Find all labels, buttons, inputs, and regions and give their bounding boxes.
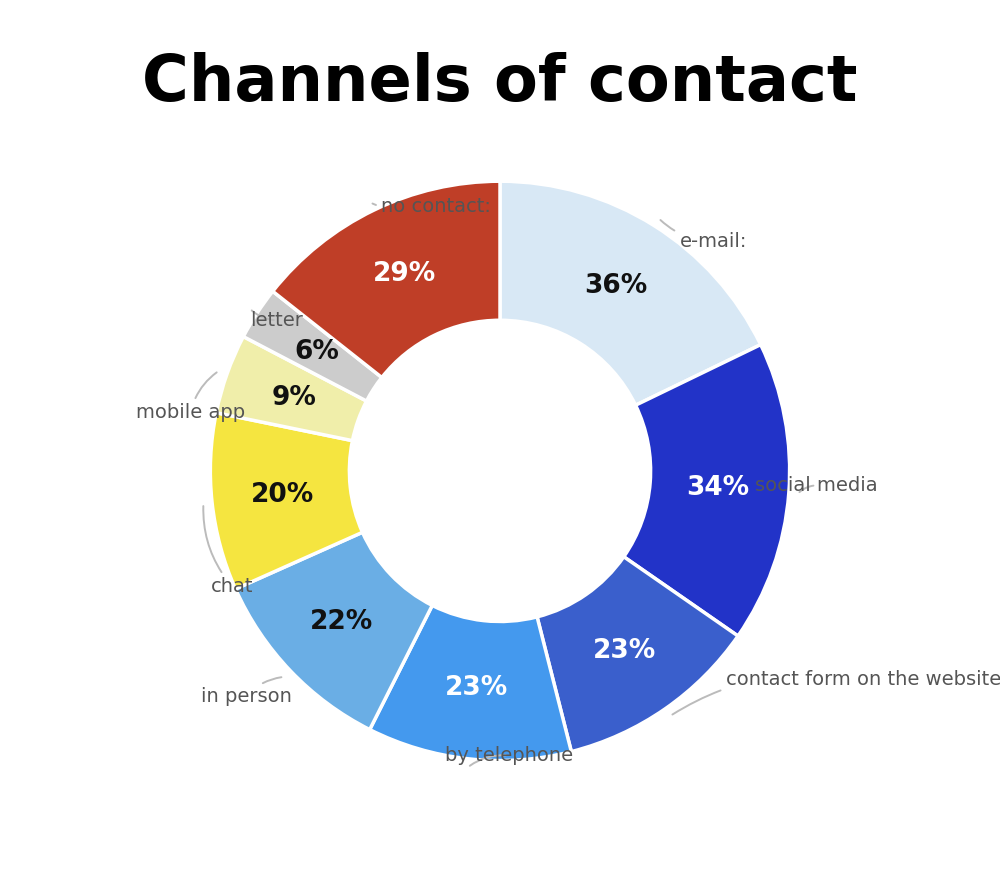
Text: e-mail:: e-mail:	[660, 220, 747, 251]
Text: 6%: 6%	[294, 339, 339, 364]
Text: contact form on the website: contact form on the website	[672, 670, 1000, 714]
Text: 29%: 29%	[373, 261, 436, 287]
Wedge shape	[243, 291, 382, 401]
Text: by telephone: by telephone	[445, 746, 573, 766]
Text: 9%: 9%	[272, 385, 316, 411]
Wedge shape	[210, 412, 362, 589]
Text: 23%: 23%	[593, 637, 656, 664]
Text: in person: in person	[201, 678, 291, 706]
Text: 36%: 36%	[585, 273, 648, 298]
Text: 22%: 22%	[310, 609, 373, 635]
Text: 20%: 20%	[251, 481, 314, 508]
Wedge shape	[500, 181, 761, 405]
Text: 34%: 34%	[686, 475, 750, 501]
Text: letter: letter	[250, 310, 303, 330]
Wedge shape	[624, 344, 790, 636]
Wedge shape	[537, 556, 738, 752]
Text: mobile app: mobile app	[136, 372, 245, 422]
Text: chat: chat	[203, 506, 254, 596]
Text: Channels of contact: Channels of contact	[142, 52, 858, 114]
Wedge shape	[236, 532, 432, 730]
Wedge shape	[273, 181, 500, 378]
Text: social media: social media	[755, 476, 878, 495]
Text: no contact:: no contact:	[372, 197, 491, 216]
Wedge shape	[370, 605, 571, 760]
Wedge shape	[216, 337, 367, 440]
Text: 23%: 23%	[445, 675, 508, 701]
